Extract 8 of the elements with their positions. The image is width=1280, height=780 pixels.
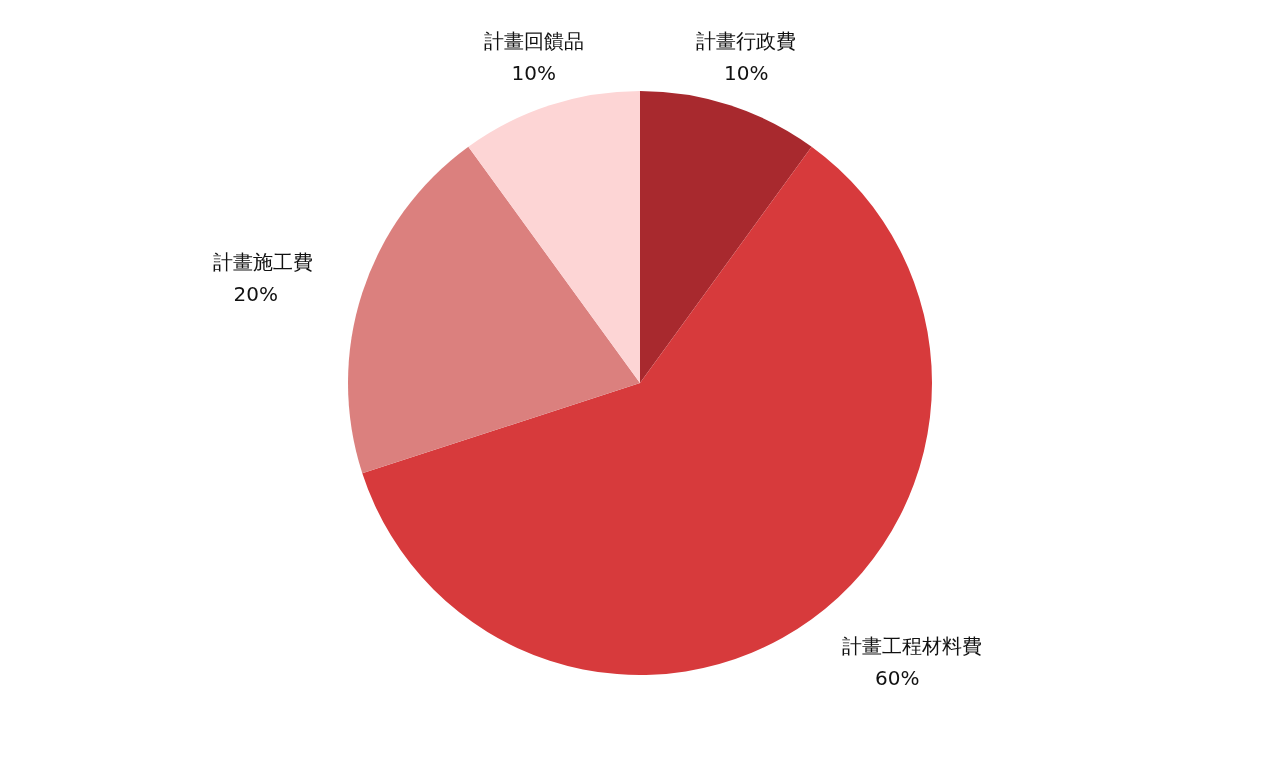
slice-label: 計畫回饋品 — [483, 28, 584, 53]
slice-label: 計畫施工費 — [212, 249, 313, 274]
data-label: 10% — [724, 60, 769, 85]
slice-label: 計畫行政費 — [696, 28, 797, 53]
data-label: 20% — [233, 281, 279, 306]
data-label: 10% — [511, 60, 556, 85]
slice-label: 計畫工程材料費 — [842, 634, 983, 659]
data-label: 60% — [874, 666, 920, 691]
